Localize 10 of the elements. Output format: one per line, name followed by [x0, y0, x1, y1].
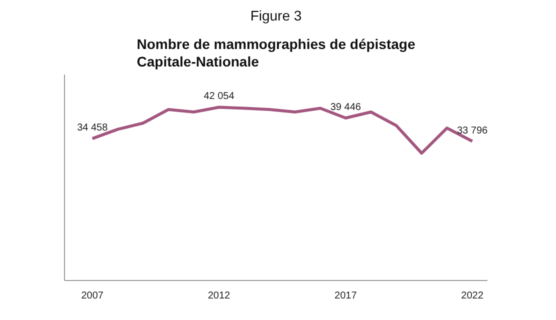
x-tick-label: 2022 — [461, 290, 484, 302]
chart-subtitle: Figure 3 — [250, 8, 302, 24]
data-label: 42 054 — [204, 91, 235, 102]
data-label: 34 458 — [77, 122, 108, 134]
chart-title: Nombre de mammographies de dépistage Capitale-Nationale — [136, 36, 416, 70]
x-tick-label: 2017 — [334, 290, 358, 302]
data-label: 33 796 — [457, 125, 488, 136]
data-label: 39 446 — [330, 102, 362, 113]
x-tick-label: 2007 — [81, 290, 104, 302]
x-tick-label: 2012 — [208, 290, 231, 302]
